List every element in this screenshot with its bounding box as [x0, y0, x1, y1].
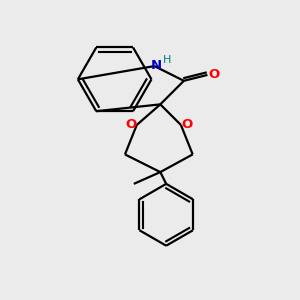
Text: O: O [125, 118, 136, 131]
Text: N: N [150, 59, 161, 72]
Text: H: H [163, 55, 171, 64]
Text: O: O [208, 68, 220, 81]
Text: O: O [181, 118, 192, 131]
